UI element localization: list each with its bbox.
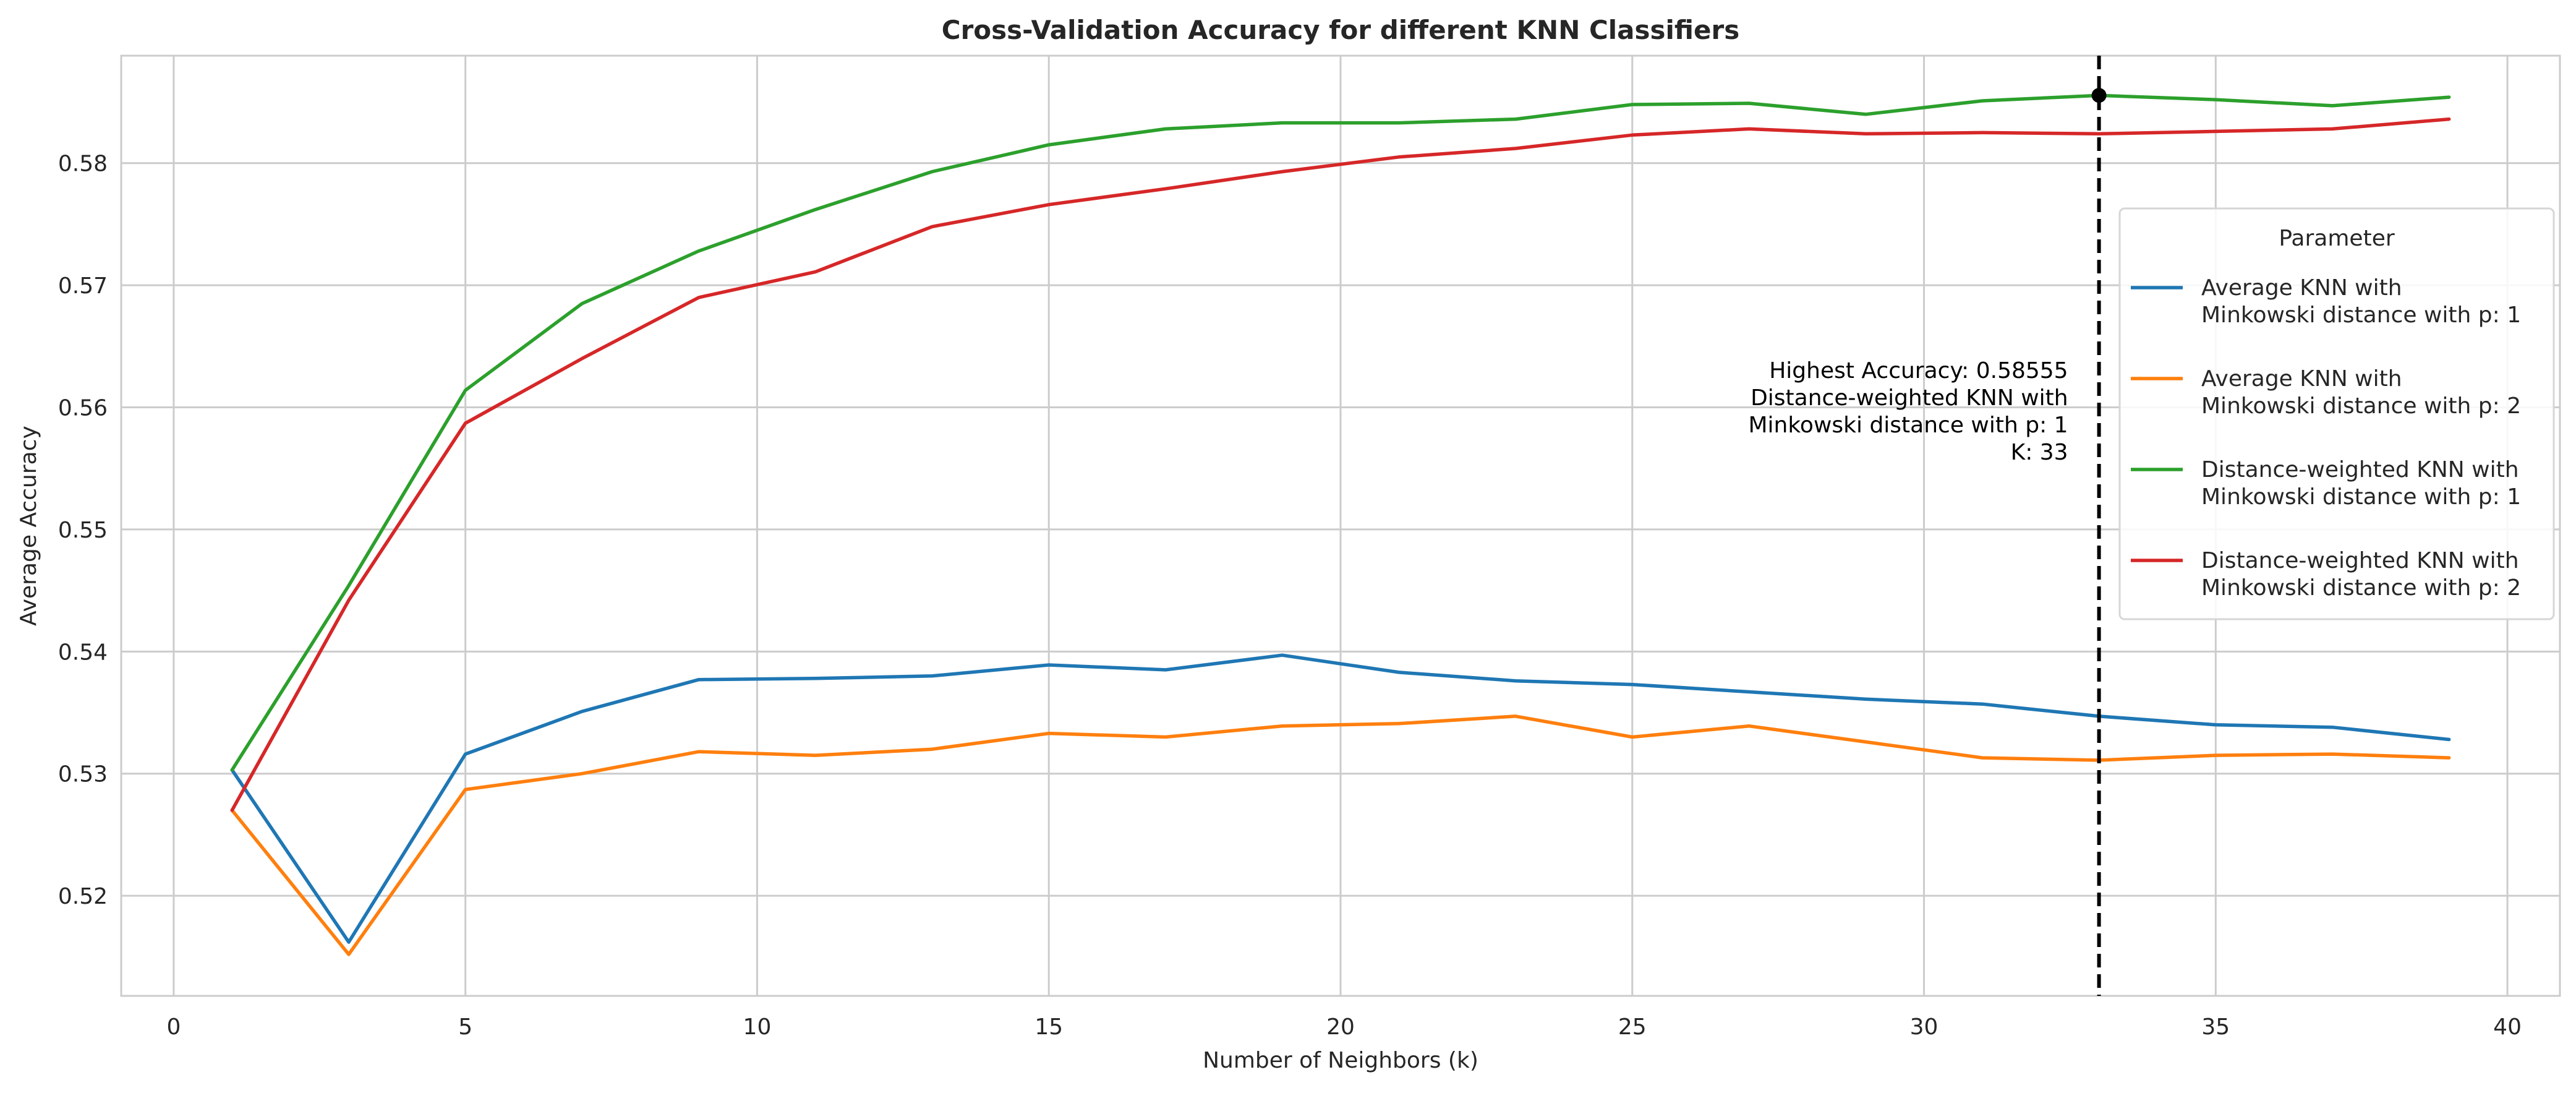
plot-frame [120, 54, 2561, 997]
y-tick-label: 0.52 [58, 884, 108, 909]
x-tick-label: 35 [2201, 1014, 2230, 1040]
x-tick-label: 40 [2493, 1014, 2522, 1040]
legend-label-1: Average KNN with Minkowski distance with … [2201, 275, 2521, 328]
y-tick-label: 0.54 [58, 640, 108, 665]
annotation-line: Highest Accuracy: 0.58555 [1769, 358, 2068, 384]
x-tick-label: 30 [1910, 1014, 1938, 1040]
annotation-line: Minkowski distance with p: 1 [1748, 413, 2068, 438]
y-tick-label: 0.57 [58, 273, 108, 299]
chart-title: Cross-Validation Accuracy for different … [942, 15, 1740, 45]
legend-title: Parameter [2279, 226, 2394, 251]
series-line-4 [230, 117, 2451, 812]
y-tick-label: 0.56 [58, 396, 108, 421]
legend-label-2: Average KNN with Minkowski distance with … [2201, 366, 2521, 419]
series-line-2 [230, 714, 2451, 956]
x-tick-label: 10 [743, 1014, 772, 1040]
highest-accuracy-point [2091, 88, 2107, 103]
series-line-1 [230, 653, 2451, 944]
y-axis-label: Average Accuracy [16, 426, 41, 626]
x-tick-label: 20 [1326, 1014, 1355, 1040]
x-tick-label: 15 [1034, 1014, 1063, 1040]
legend-box [2118, 207, 2555, 620]
annotation-line: K: 33 [2011, 440, 2068, 465]
annotation-line: Distance-weighted KNN with [1751, 385, 2068, 411]
legend-label-4: Distance-weighted KNN with Minkowski dist… [2201, 548, 2521, 601]
x-tick-label: 0 [166, 1014, 181, 1040]
x-axis-label: Number of Neighbors (k) [1203, 1048, 1478, 1073]
y-tick-label: 0.53 [58, 762, 108, 787]
x-tick-label: 25 [1618, 1014, 1647, 1040]
y-tick-label: 0.55 [58, 518, 108, 543]
y-tick-label: 0.58 [58, 152, 108, 177]
legend-label-3: Distance-weighted KNN with Minkowski dist… [2201, 457, 2521, 510]
x-tick-label: 5 [458, 1014, 472, 1040]
series-line-3 [230, 93, 2451, 772]
